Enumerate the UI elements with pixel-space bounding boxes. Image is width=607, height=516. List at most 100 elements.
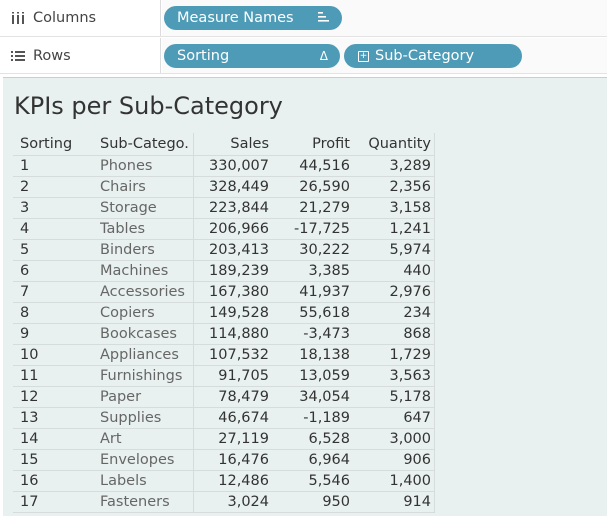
row-sub-category-cell[interactable]: Copiers [100,305,155,321]
rows-drop-area[interactable]: Sorting Δ + Sub-Category [162,38,607,73]
header-sales[interactable]: Sales [230,136,269,152]
row-profit-cell[interactable]: -1,189 [303,410,350,426]
row-quantity-cell[interactable]: 3,289 [389,158,431,174]
row-quantity-cell[interactable]: 2,976 [389,284,431,300]
row-quantity-cell[interactable]: 906 [403,452,431,468]
table-row[interactable]: 10 Appliances 107,532 18,138 1,729 [13,344,434,365]
table-row[interactable]: 6 Machines 189,239 3,385 440 [13,260,434,281]
row-sub-category-cell[interactable]: Machines [100,263,169,279]
row-sales-cell[interactable]: 206,966 [209,221,269,237]
row-sorting-cell[interactable]: 17 [20,494,39,510]
pill-measure-names[interactable]: Measure Names [164,6,342,30]
row-sorting-cell[interactable]: 16 [20,473,39,489]
row-sales-cell[interactable]: 203,413 [209,242,269,258]
table-row[interactable]: 3 Storage 223,844 21,279 3,158 [13,197,434,218]
row-sales-cell[interactable]: 91,705 [218,368,269,384]
row-sorting-cell[interactable]: 5 [20,242,30,258]
row-sorting-cell[interactable]: 4 [20,221,30,237]
row-quantity-cell[interactable]: 3,158 [389,200,431,216]
row-sales-cell[interactable]: 114,880 [209,326,269,342]
table-row[interactable]: 17 Fasteners 3,024 950 914 [13,491,434,512]
row-sub-category-cell[interactable]: Labels [100,473,147,489]
row-sub-category-cell[interactable]: Chairs [100,179,146,195]
row-quantity-cell[interactable]: 3,000 [389,431,431,447]
row-sorting-cell[interactable]: 7 [20,284,30,300]
row-profit-cell[interactable]: 41,937 [299,284,350,300]
row-sales-cell[interactable]: 12,486 [218,473,269,489]
table-row[interactable]: 13 Supplies 46,674 -1,189 647 [13,407,434,428]
row-quantity-cell[interactable]: 2,356 [389,179,431,195]
row-sub-category-cell[interactable]: Binders [100,242,155,258]
pill-sorting[interactable]: Sorting Δ [164,44,340,68]
row-quantity-cell[interactable]: 1,729 [389,347,431,363]
header-profit[interactable]: Profit [312,136,350,152]
row-sales-cell[interactable]: 189,239 [209,263,269,279]
table-row[interactable]: 11 Furnishings 91,705 13,059 3,563 [13,365,434,386]
row-sub-category-cell[interactable]: Storage [100,200,157,216]
row-sorting-cell[interactable]: 11 [20,368,39,384]
table-row[interactable]: 4 Tables 206,966 -17,725 1,241 [13,218,434,239]
table-row[interactable]: 14 Art 27,119 6,528 3,000 [13,428,434,449]
row-profit-cell[interactable]: 950 [322,494,350,510]
row-sales-cell[interactable]: 27,119 [218,431,269,447]
row-sub-category-cell[interactable]: Furnishings [100,368,183,384]
row-quantity-cell[interactable]: 868 [403,326,431,342]
row-sales-cell[interactable]: 149,528 [209,305,269,321]
row-quantity-cell[interactable]: 440 [403,263,431,279]
row-quantity-cell[interactable]: 234 [403,305,431,321]
row-sales-cell[interactable]: 78,479 [218,389,269,405]
expand-plus-icon[interactable]: + [358,50,369,62]
row-profit-cell[interactable]: -3,473 [303,326,350,342]
row-sales-cell[interactable]: 223,844 [209,200,269,216]
row-sub-category-cell[interactable]: Art [100,431,122,447]
table-row[interactable]: 2 Chairs 328,449 26,590 2,356 [13,176,434,197]
row-quantity-cell[interactable]: 5,178 [389,389,431,405]
row-sorting-cell[interactable]: 9 [20,326,30,342]
row-profit-cell[interactable]: 3,385 [308,263,350,279]
row-quantity-cell[interactable]: 914 [403,494,431,510]
row-sub-category-cell[interactable]: Fasteners [100,494,170,510]
row-sub-category-cell[interactable]: Paper [100,389,142,405]
table-row[interactable]: 9 Bookcases 114,880 -3,473 868 [13,323,434,344]
row-profit-cell[interactable]: 55,618 [299,305,350,321]
row-profit-cell[interactable]: 21,279 [299,200,350,216]
row-profit-cell[interactable]: 5,546 [308,473,350,489]
row-quantity-cell[interactable]: 1,241 [389,221,431,237]
row-sales-cell[interactable]: 46,674 [218,410,269,426]
row-sorting-cell[interactable]: 10 [20,347,39,363]
row-sales-cell[interactable]: 3,024 [227,494,269,510]
row-sorting-cell[interactable]: 13 [20,410,39,426]
row-profit-cell[interactable]: 6,964 [308,452,350,468]
row-sorting-cell[interactable]: 3 [20,200,30,216]
row-sorting-cell[interactable]: 14 [20,431,39,447]
row-sorting-cell[interactable]: 1 [20,158,30,174]
row-sales-cell[interactable]: 16,476 [218,452,269,468]
row-profit-cell[interactable]: 13,059 [299,368,350,384]
row-sorting-cell[interactable]: 2 [20,179,30,195]
row-sub-category-cell[interactable]: Supplies [100,410,162,426]
row-quantity-cell[interactable]: 1,400 [389,473,431,489]
table-row[interactable]: 16 Labels 12,486 5,546 1,400 [13,470,434,491]
row-profit-cell[interactable]: -17,725 [294,221,350,237]
pill-sub-category[interactable]: + Sub-Category [344,44,522,68]
table-row[interactable]: 8 Copiers 149,528 55,618 234 [13,302,434,323]
row-quantity-cell[interactable]: 5,974 [389,242,431,258]
table-row[interactable]: 1 Phones 330,007 44,516 3,289 [13,155,434,176]
row-sub-category-cell[interactable]: Tables [100,221,146,237]
row-sales-cell[interactable]: 330,007 [209,158,269,174]
row-sorting-cell[interactable]: 8 [20,305,30,321]
row-profit-cell[interactable]: 44,516 [299,158,350,174]
row-quantity-cell[interactable]: 647 [403,410,431,426]
row-sub-category-cell[interactable]: Bookcases [100,326,177,342]
row-quantity-cell[interactable]: 3,563 [389,368,431,384]
row-profit-cell[interactable]: 30,222 [299,242,350,258]
row-sales-cell[interactable]: 167,380 [209,284,269,300]
table-row[interactable]: 7 Accessories 167,380 41,937 2,976 [13,281,434,302]
row-profit-cell[interactable]: 34,054 [299,389,350,405]
row-sorting-cell[interactable]: 15 [20,452,39,468]
table-row[interactable]: 12 Paper 78,479 34,054 5,178 [13,386,434,407]
row-sales-cell[interactable]: 107,532 [209,347,269,363]
table-row[interactable]: 15 Envelopes 16,476 6,964 906 [13,449,434,470]
row-sales-cell[interactable]: 328,449 [209,179,269,195]
table-row[interactable]: 5 Binders 203,413 30,222 5,974 [13,239,434,260]
